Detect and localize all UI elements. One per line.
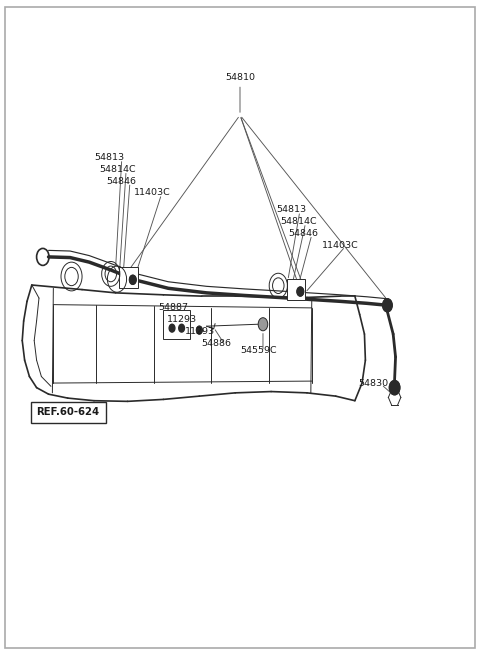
Text: 54814C: 54814C bbox=[99, 165, 135, 174]
Circle shape bbox=[169, 324, 175, 332]
Text: 54559C: 54559C bbox=[240, 346, 276, 355]
Text: 54886: 54886 bbox=[202, 339, 232, 348]
Circle shape bbox=[196, 326, 202, 334]
Circle shape bbox=[297, 287, 304, 296]
Text: 54810: 54810 bbox=[225, 73, 255, 83]
Circle shape bbox=[258, 318, 268, 331]
Text: 54813: 54813 bbox=[94, 153, 124, 162]
Text: REF.60-624: REF.60-624 bbox=[36, 407, 99, 417]
Circle shape bbox=[383, 299, 392, 312]
FancyBboxPatch shape bbox=[31, 402, 106, 423]
Text: 11293: 11293 bbox=[167, 315, 197, 324]
Text: 54846: 54846 bbox=[106, 177, 136, 185]
FancyBboxPatch shape bbox=[120, 267, 138, 288]
Text: 11403C: 11403C bbox=[134, 189, 170, 197]
FancyBboxPatch shape bbox=[163, 310, 190, 339]
Text: 54830: 54830 bbox=[359, 379, 389, 388]
FancyBboxPatch shape bbox=[287, 279, 305, 300]
Text: 11403C: 11403C bbox=[323, 240, 359, 250]
Circle shape bbox=[389, 381, 400, 395]
Text: 54887: 54887 bbox=[158, 303, 189, 312]
Text: 11293: 11293 bbox=[185, 327, 215, 336]
Text: 54846: 54846 bbox=[288, 229, 318, 238]
Circle shape bbox=[179, 324, 184, 332]
Circle shape bbox=[130, 275, 136, 284]
Text: 54814C: 54814C bbox=[281, 217, 317, 226]
Text: 54813: 54813 bbox=[276, 206, 306, 214]
